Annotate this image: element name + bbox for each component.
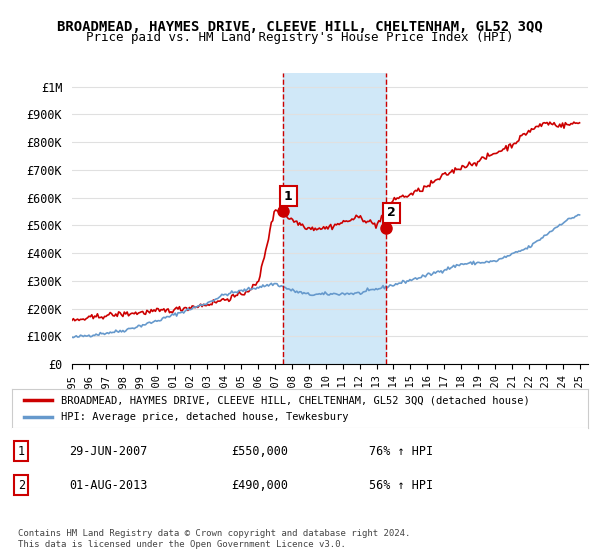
Text: £490,000: £490,000 xyxy=(231,479,288,492)
Bar xyxy=(283,73,386,364)
Text: 1: 1 xyxy=(18,445,25,458)
Text: 29-JUN-2007: 29-JUN-2007 xyxy=(70,445,148,458)
Text: 2: 2 xyxy=(387,206,396,220)
Text: Contains HM Land Registry data © Crown copyright and database right 2024.
This d: Contains HM Land Registry data © Crown c… xyxy=(18,529,410,549)
Text: 01-AUG-2013: 01-AUG-2013 xyxy=(70,479,148,492)
Text: 2: 2 xyxy=(18,479,25,492)
Text: Price paid vs. HM Land Registry's House Price Index (HPI): Price paid vs. HM Land Registry's House … xyxy=(86,31,514,44)
Text: 56% ↑ HPI: 56% ↑ HPI xyxy=(369,479,433,492)
Text: 1: 1 xyxy=(284,190,293,203)
Text: BROADMEAD, HAYMES DRIVE, CLEEVE HILL, CHELTENHAM, GL52 3QQ (detached house): BROADMEAD, HAYMES DRIVE, CLEEVE HILL, CH… xyxy=(61,395,530,405)
Text: HPI: Average price, detached house, Tewkesbury: HPI: Average price, detached house, Tewk… xyxy=(61,412,349,422)
Text: 76% ↑ HPI: 76% ↑ HPI xyxy=(369,445,433,458)
Text: £550,000: £550,000 xyxy=(231,445,288,458)
Text: BROADMEAD, HAYMES DRIVE, CLEEVE HILL, CHELTENHAM, GL52 3QQ: BROADMEAD, HAYMES DRIVE, CLEEVE HILL, CH… xyxy=(57,20,543,34)
